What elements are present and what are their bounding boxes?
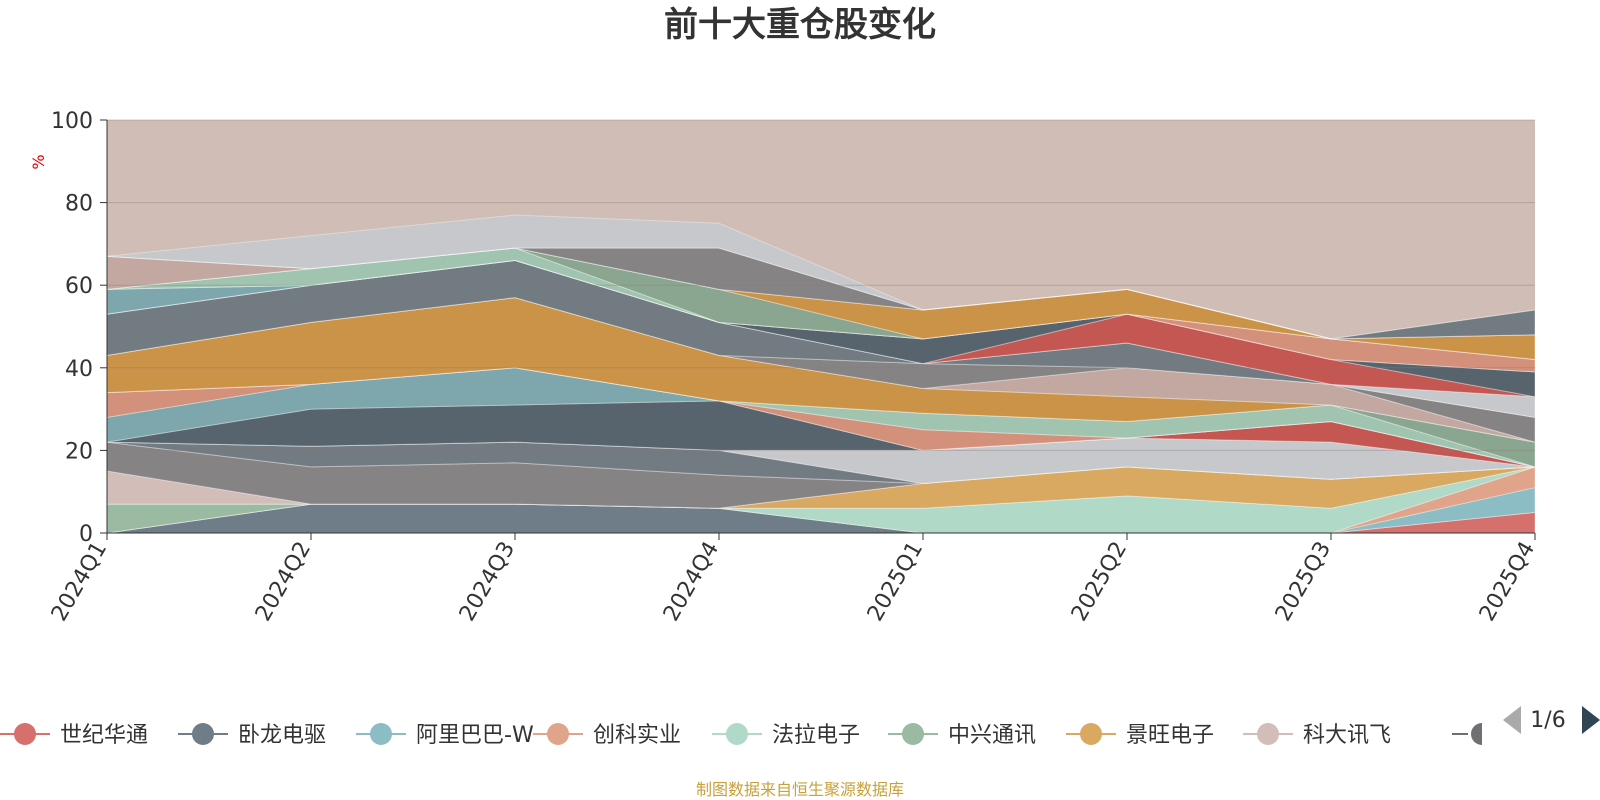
y-tick-label: 40 [65,357,93,382]
x-tick-label: 2025Q2 [1067,538,1132,626]
y-tick-label: 80 [65,192,93,217]
chart-title: 前十大重仓股变化 [664,5,936,45]
legend-item[interactable]: 科大讯飞 [1243,723,1391,748]
legend-marker [547,723,569,745]
legend-label: 世纪华通 [60,723,148,748]
legend-item[interactable]: 世纪华通 [0,723,148,748]
legend-pager: 1/6 [1503,706,1600,734]
x-tick-label: 2024Q1 [47,538,112,626]
legend-item[interactable]: 阿里巴巴-W [356,723,534,748]
legend-label: 法拉电子 [772,723,860,748]
x-tick-label: 2024Q4 [659,538,724,626]
area-series-13 [106,367,1536,468]
legend-item-truncated[interactable] [1452,723,1482,745]
legend-label: 中兴通讯 [948,723,1036,748]
legend-item[interactable]: 法拉电子 [712,723,860,748]
x-tick-label: 2025Q4 [1475,538,1540,626]
y-unit-label: % [29,154,48,169]
x-tick-label: 2025Q3 [1271,538,1336,626]
y-tick-label: 20 [65,439,93,464]
x-tick-label: 2024Q2 [251,538,316,626]
legend-prev-icon[interactable] [1503,706,1521,734]
legend-label: 卧龙电驱 [238,723,326,748]
area-series-23 [106,259,1536,398]
x-tick-label: 2025Q1 [863,538,928,626]
y-tick-label: 60 [65,274,93,299]
legend-marker [1471,723,1482,745]
legend-label: 阿里巴巴-W [416,723,534,748]
legend-label: 科大讯飞 [1303,723,1391,748]
source-note: 制图数据来自恒生聚源数据库 [696,780,904,799]
legend-item[interactable]: 创科实业 [533,723,681,748]
area-series-16 [106,367,1536,468]
legend-item[interactable]: 卧龙电驱 [178,723,326,748]
area-series-25 [106,259,1536,373]
legend-marker [726,723,748,745]
x-tick-label: 2024Q3 [455,538,520,626]
area-series-32 [106,214,1536,340]
legend-page-indicator: 1/6 [1530,708,1565,733]
legend-marker [1257,723,1279,745]
legend-next-icon[interactable] [1582,706,1600,734]
legend-item[interactable]: 景旺电子 [1066,723,1214,748]
legend-item[interactable]: 中兴通讯 [888,723,1036,748]
legend: 世纪华通 卧龙电驱 阿里巴巴-W 创科实业 法拉电子 中兴通讯 景旺电子 科大讯飞 [0,723,1482,748]
legend-marker [14,723,36,745]
legend-label: 创科实业 [593,723,681,748]
legend-marker [1080,723,1102,745]
y-tick-label: 100 [51,109,93,134]
legend-marker [902,723,924,745]
stacked-areas [106,214,1536,534]
y-tick-label: 0 [79,522,93,547]
area-series-21 [106,259,1536,418]
legend-label: 景旺电子 [1126,723,1214,748]
legend-marker [370,723,392,745]
legend-marker [192,723,214,745]
